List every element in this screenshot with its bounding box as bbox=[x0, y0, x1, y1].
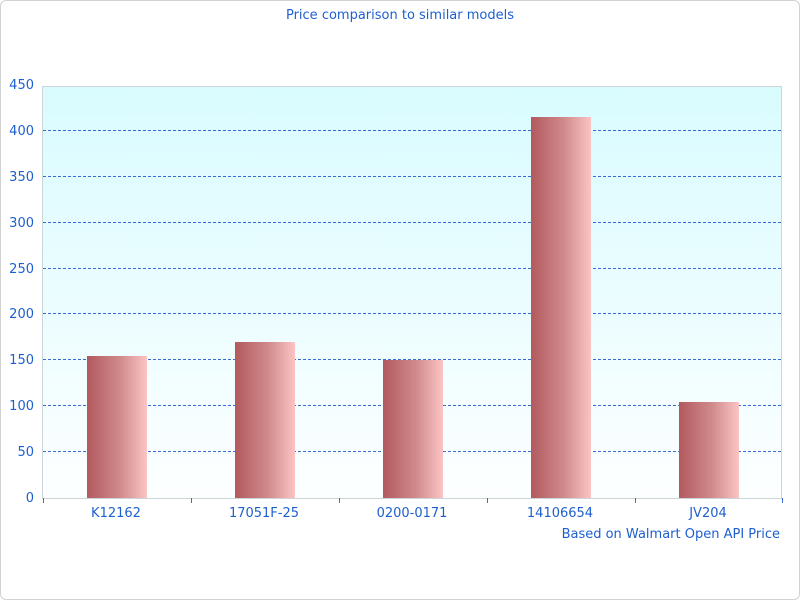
y-tick-label-150: 150 bbox=[9, 353, 34, 369]
bar-17051F-25[interactable] bbox=[235, 342, 295, 498]
y-tick-label-250: 250 bbox=[9, 261, 34, 277]
y-tick-label-100: 100 bbox=[9, 399, 34, 415]
x-axis-tick bbox=[43, 498, 44, 503]
x-axis-tick bbox=[487, 498, 488, 503]
x-category-label-17051F-25: 17051F-25 bbox=[228, 506, 300, 521]
x-axis-tick bbox=[635, 498, 636, 503]
bar-0200-0171[interactable] bbox=[383, 360, 443, 498]
gridline-150 bbox=[43, 359, 781, 361]
x-category-label-0200-0171: 0200-0171 bbox=[376, 506, 448, 521]
y-tick-label-450: 450 bbox=[9, 78, 34, 93]
y-tick-label-0: 0 bbox=[25, 491, 34, 506]
x-axis-tick bbox=[191, 498, 192, 503]
y-tick-label-400: 400 bbox=[9, 123, 34, 139]
x-category-label-JV204: JV204 bbox=[689, 506, 727, 521]
bar-K12162[interactable] bbox=[87, 356, 147, 498]
gridline-350 bbox=[43, 175, 781, 177]
y-tick-label-50: 50 bbox=[17, 445, 34, 461]
chart-title: Price comparison to similar models bbox=[285, 8, 515, 23]
y-tick-label-300: 300 bbox=[9, 215, 34, 231]
gridline-250 bbox=[43, 267, 781, 269]
y-tick-label-200: 200 bbox=[9, 307, 34, 323]
y-axis: 0 50 100 150 200 250 300 350 400 450 bbox=[1, 79, 36, 506]
x-category-label-14106654: 14106654 bbox=[526, 506, 594, 521]
x-axis-tick bbox=[339, 498, 340, 503]
bar-JV204[interactable] bbox=[679, 402, 739, 498]
x-category-label-K12162: K12162 bbox=[91, 506, 141, 521]
bar-14106654[interactable] bbox=[531, 117, 591, 498]
gridline-400 bbox=[43, 129, 781, 131]
chart-footnote: Based on Walmart Open API Price bbox=[561, 527, 780, 542]
gridline-200 bbox=[43, 313, 781, 315]
x-axis-tick bbox=[782, 498, 783, 503]
y-tick-label-350: 350 bbox=[9, 169, 34, 185]
gridline-300 bbox=[43, 221, 781, 223]
x-axis: K12162 17051F-25 0200-0171 14106654 JV204 bbox=[42, 506, 782, 522]
plot-area bbox=[42, 86, 783, 503]
